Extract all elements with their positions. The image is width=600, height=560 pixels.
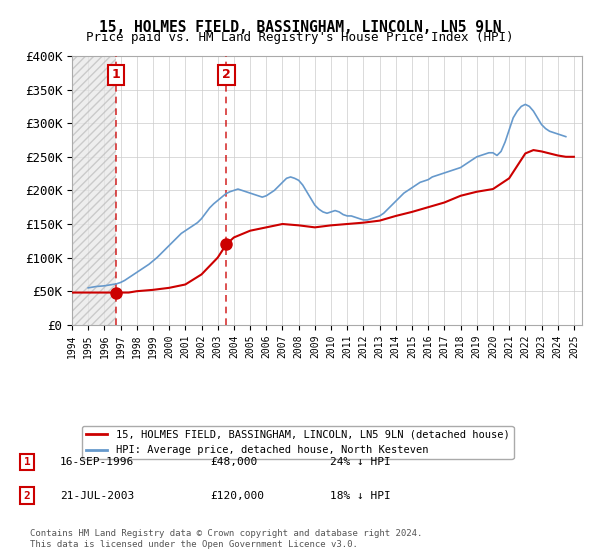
15, HOLMES FIELD, BASSINGHAM, LINCOLN, LN5 9LN (detached house) xyxy=(554,152,562,159)
HPI: Average price, detached house, North Kesteven: (2.02e+03, 2.22e+05): Average price, detached house, North Kes… xyxy=(433,172,440,179)
15, HOLMES FIELD, BASSINGHAM, LINCOLN, LN5 9LN (detached house) xyxy=(538,148,545,155)
15, HOLMES FIELD, BASSINGHAM, LINCOLN, LN5 9LN (detached house) xyxy=(214,254,221,261)
Text: Price paid vs. HM Land Registry's House Price Index (HPI): Price paid vs. HM Land Registry's House … xyxy=(86,31,514,44)
15, HOLMES FIELD, BASSINGHAM, LINCOLN, LN5 9LN (detached house) xyxy=(522,150,529,157)
Text: 2: 2 xyxy=(222,68,231,81)
15, HOLMES FIELD, BASSINGHAM, LINCOLN, LN5 9LN (detached house) xyxy=(166,284,173,291)
15, HOLMES FIELD, BASSINGHAM, LINCOLN, LN5 9LN (detached house) xyxy=(117,289,124,296)
15, HOLMES FIELD, BASSINGHAM, LINCOLN, LN5 9LN (detached house) xyxy=(112,289,119,296)
15, HOLMES FIELD, BASSINGHAM, LINCOLN, LN5 9LN (detached house) xyxy=(76,289,83,296)
Text: 1: 1 xyxy=(23,457,31,467)
15, HOLMES FIELD, BASSINGHAM, LINCOLN, LN5 9LN (detached house) xyxy=(409,208,416,215)
15, HOLMES FIELD, BASSINGHAM, LINCOLN, LN5 9LN (detached house) xyxy=(149,287,157,293)
15, HOLMES FIELD, BASSINGHAM, LINCOLN, LN5 9LN (detached house) xyxy=(490,186,497,193)
15, HOLMES FIELD, BASSINGHAM, LINCOLN, LN5 9LN (detached house) xyxy=(344,221,351,227)
15, HOLMES FIELD, BASSINGHAM, LINCOLN, LN5 9LN (detached house) xyxy=(198,271,205,278)
Text: Contains HM Land Registry data © Crown copyright and database right 2024.
This d: Contains HM Land Registry data © Crown c… xyxy=(30,529,422,549)
15, HOLMES FIELD, BASSINGHAM, LINCOLN, LN5 9LN (detached house) xyxy=(506,175,513,181)
Text: 16-SEP-1996: 16-SEP-1996 xyxy=(60,457,134,467)
15, HOLMES FIELD, BASSINGHAM, LINCOLN, LN5 9LN (detached house) xyxy=(546,150,553,157)
Line: 15, HOLMES FIELD, BASSINGHAM, LINCOLN, LN5 9LN (detached house): 15, HOLMES FIELD, BASSINGHAM, LINCOLN, L… xyxy=(72,150,574,292)
15, HOLMES FIELD, BASSINGHAM, LINCOLN, LN5 9LN (detached house) xyxy=(68,289,76,296)
15, HOLMES FIELD, BASSINGHAM, LINCOLN, LN5 9LN (detached house) xyxy=(223,241,230,248)
HPI: Average price, detached house, North Kesteven: (2.01e+03, 1.56e+05): Average price, detached house, North Kes… xyxy=(364,217,371,223)
15, HOLMES FIELD, BASSINGHAM, LINCOLN, LN5 9LN (detached house) xyxy=(530,147,537,153)
15, HOLMES FIELD, BASSINGHAM, LINCOLN, LN5 9LN (detached house) xyxy=(376,217,383,224)
15, HOLMES FIELD, BASSINGHAM, LINCOLN, LN5 9LN (detached house) xyxy=(441,199,448,206)
Text: 24% ↓ HPI: 24% ↓ HPI xyxy=(330,457,391,467)
Text: 2: 2 xyxy=(23,491,31,501)
15, HOLMES FIELD, BASSINGHAM, LINCOLN, LN5 9LN (detached house) xyxy=(360,220,367,226)
15, HOLMES FIELD, BASSINGHAM, LINCOLN, LN5 9LN (detached house) xyxy=(125,289,132,296)
15, HOLMES FIELD, BASSINGHAM, LINCOLN, LN5 9LN (detached house) xyxy=(101,289,108,296)
HPI: Average price, detached house, North Kesteven: (2e+03, 2.02e+05): Average price, detached house, North Kes… xyxy=(235,186,242,193)
15, HOLMES FIELD, BASSINGHAM, LINCOLN, LN5 9LN (detached house) xyxy=(571,153,578,160)
15, HOLMES FIELD, BASSINGHAM, LINCOLN, LN5 9LN (detached house) xyxy=(328,222,335,228)
Line: HPI: Average price, detached house, North Kesteven: HPI: Average price, detached house, Nort… xyxy=(88,104,566,288)
15, HOLMES FIELD, BASSINGHAM, LINCOLN, LN5 9LN (detached house) xyxy=(279,221,286,227)
Legend: 15, HOLMES FIELD, BASSINGHAM, LINCOLN, LN5 9LN (detached house), HPI: Average pr: 15, HOLMES FIELD, BASSINGHAM, LINCOLN, L… xyxy=(82,426,514,459)
HPI: Average price, detached house, North Kesteven: (2.02e+03, 2.8e+05): Average price, detached house, North Kes… xyxy=(562,133,569,140)
Text: £48,000: £48,000 xyxy=(210,457,257,467)
Text: 18% ↓ HPI: 18% ↓ HPI xyxy=(330,491,391,501)
HPI: Average price, detached house, North Kesteven: (2.02e+03, 2.46e+05): Average price, detached house, North Kes… xyxy=(469,156,476,163)
Bar xyxy=(72,56,116,325)
15, HOLMES FIELD, BASSINGHAM, LINCOLN, LN5 9LN (detached house) xyxy=(247,227,254,234)
15, HOLMES FIELD, BASSINGHAM, LINCOLN, LN5 9LN (detached house) xyxy=(92,289,100,296)
15, HOLMES FIELD, BASSINGHAM, LINCOLN, LN5 9LN (detached house) xyxy=(425,204,432,211)
Text: 21-JUL-2003: 21-JUL-2003 xyxy=(60,491,134,501)
15, HOLMES FIELD, BASSINGHAM, LINCOLN, LN5 9LN (detached house) xyxy=(311,224,319,231)
Text: £120,000: £120,000 xyxy=(210,491,264,501)
HPI: Average price, detached house, North Kesteven: (2.02e+03, 2.52e+05): Average price, detached house, North Kes… xyxy=(493,152,500,159)
15, HOLMES FIELD, BASSINGHAM, LINCOLN, LN5 9LN (detached house) xyxy=(473,188,481,195)
HPI: Average price, detached house, North Kesteven: (2e+03, 1.4e+05): Average price, detached house, North Kes… xyxy=(182,227,189,234)
15, HOLMES FIELD, BASSINGHAM, LINCOLN, LN5 9LN (detached house) xyxy=(263,224,270,231)
15, HOLMES FIELD, BASSINGHAM, LINCOLN, LN5 9LN (detached house) xyxy=(133,288,140,295)
15, HOLMES FIELD, BASSINGHAM, LINCOLN, LN5 9LN (detached house) xyxy=(392,213,400,220)
HPI: Average price, detached house, North Kesteven: (2e+03, 5.5e+04): Average price, detached house, North Kes… xyxy=(85,284,92,291)
Text: 1: 1 xyxy=(112,68,120,81)
15, HOLMES FIELD, BASSINGHAM, LINCOLN, LN5 9LN (detached house) xyxy=(457,193,464,199)
15, HOLMES FIELD, BASSINGHAM, LINCOLN, LN5 9LN (detached house) xyxy=(295,222,302,228)
15, HOLMES FIELD, BASSINGHAM, LINCOLN, LN5 9LN (detached house) xyxy=(182,281,189,288)
Text: 15, HOLMES FIELD, BASSINGHAM, LINCOLN, LN5 9LN: 15, HOLMES FIELD, BASSINGHAM, LINCOLN, L… xyxy=(99,20,501,35)
HPI: Average price, detached house, North Kesteven: (2.02e+03, 3.28e+05): Average price, detached house, North Kes… xyxy=(522,101,529,108)
Bar xyxy=(72,56,116,325)
15, HOLMES FIELD, BASSINGHAM, LINCOLN, LN5 9LN (detached house) xyxy=(85,289,92,296)
15, HOLMES FIELD, BASSINGHAM, LINCOLN, LN5 9LN (detached house) xyxy=(230,234,238,241)
15, HOLMES FIELD, BASSINGHAM, LINCOLN, LN5 9LN (detached house) xyxy=(562,153,569,160)
